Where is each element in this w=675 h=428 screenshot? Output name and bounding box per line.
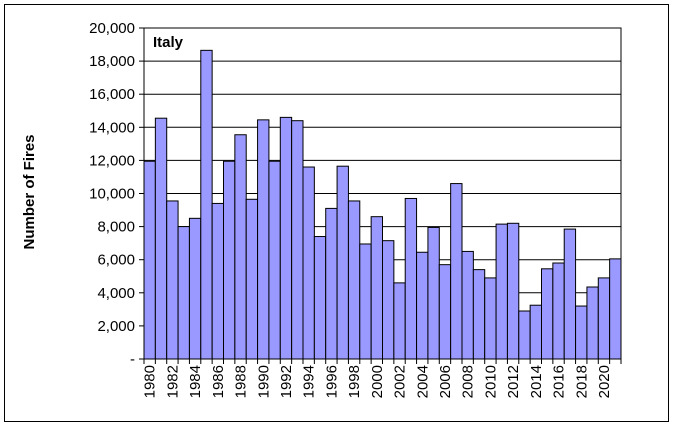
bar: [575, 305, 588, 360]
bar: [166, 200, 179, 360]
bar: [529, 304, 543, 360]
x-tick-label: 2000: [369, 365, 386, 398]
bar: [427, 226, 440, 360]
chart-title: Italy: [153, 34, 184, 51]
y-tick-label: 4,000: [97, 285, 135, 302]
bar: [506, 222, 520, 360]
y-tick-label: 18,000: [89, 53, 135, 70]
x-tick-label: 2018: [573, 365, 590, 398]
x-tick-label: 1990: [255, 365, 272, 398]
x-axis-ticks: 1980 1982 1984 1986 1988 1990 1992 1994 1996 1998…: [142, 359, 622, 398]
bar: [416, 251, 429, 360]
x-tick-label: 2020: [596, 365, 613, 398]
bar: [177, 226, 190, 360]
bar: [234, 134, 247, 360]
y-tick-label: 10,000: [89, 186, 135, 203]
y-tick-label: 2,000: [97, 318, 135, 335]
bar: [313, 236, 327, 360]
bar: [563, 228, 577, 360]
bar: [597, 277, 611, 360]
bar: [268, 160, 281, 360]
x-tick-label: 2002: [392, 365, 409, 398]
x-tick-label: 2016: [551, 365, 568, 398]
bar: [143, 160, 156, 360]
y-tick-label: 12,000: [89, 152, 135, 169]
bar: [200, 49, 213, 360]
bar: [279, 116, 293, 360]
x-tick-label: 2010: [482, 365, 499, 398]
bar: [552, 262, 565, 360]
bar: [211, 202, 224, 360]
bar: [188, 217, 202, 360]
bar: [541, 268, 554, 360]
bar: [347, 200, 361, 360]
x-tick-label: 2004: [414, 365, 431, 398]
x-tick-label: 2008: [460, 365, 477, 398]
y-tick-label: 6,000: [97, 252, 135, 269]
bar: [245, 198, 259, 360]
bar: [450, 183, 463, 360]
bar: [461, 250, 474, 360]
bar: [472, 269, 486, 360]
y-tick-label: 16,000: [89, 86, 135, 103]
bar: [382, 240, 395, 360]
x-tick-label: 1994: [301, 365, 318, 398]
bar: [609, 258, 622, 360]
bar: [404, 197, 418, 360]
bar: [393, 282, 406, 360]
x-tick-label: 1984: [187, 365, 204, 398]
x-tick-label: 2006: [437, 365, 454, 398]
y-tick-label: 14,000: [89, 119, 135, 136]
x-tick-label: 1982: [164, 365, 181, 398]
x-tick-label: 2014: [528, 365, 545, 398]
y-axis-label: Number of Fires: [21, 134, 38, 249]
y-tick-label: 8,000: [97, 219, 135, 236]
x-tick-label: 2012: [505, 365, 522, 398]
bar: [154, 117, 168, 360]
x-tick-label: 1998: [346, 365, 363, 398]
x-tick-label: 1996: [323, 365, 340, 398]
bar: [586, 286, 599, 360]
bar: [325, 207, 338, 360]
y-axis-ticks: - 2,000 4,000 6,000 8,000 10,000 12,000 14,000 1…: [89, 20, 144, 368]
bar: [484, 277, 497, 360]
y-tick-label: -: [130, 351, 135, 368]
bar: [257, 119, 270, 360]
bar: [495, 223, 508, 360]
bar: [518, 310, 531, 360]
bar: [370, 216, 383, 360]
bar: [302, 166, 315, 360]
x-tick-label: 1986: [210, 365, 227, 398]
bar: [438, 264, 452, 360]
bar: [223, 160, 236, 360]
x-tick-label: 1988: [233, 365, 250, 398]
bar: [359, 243, 372, 360]
bars: [143, 49, 622, 360]
y-tick-label: 20,000: [89, 20, 135, 37]
x-tick-label: 1992: [278, 365, 295, 398]
bar: [291, 120, 304, 360]
x-tick-label: 1980: [142, 365, 159, 398]
bar: [336, 165, 349, 360]
